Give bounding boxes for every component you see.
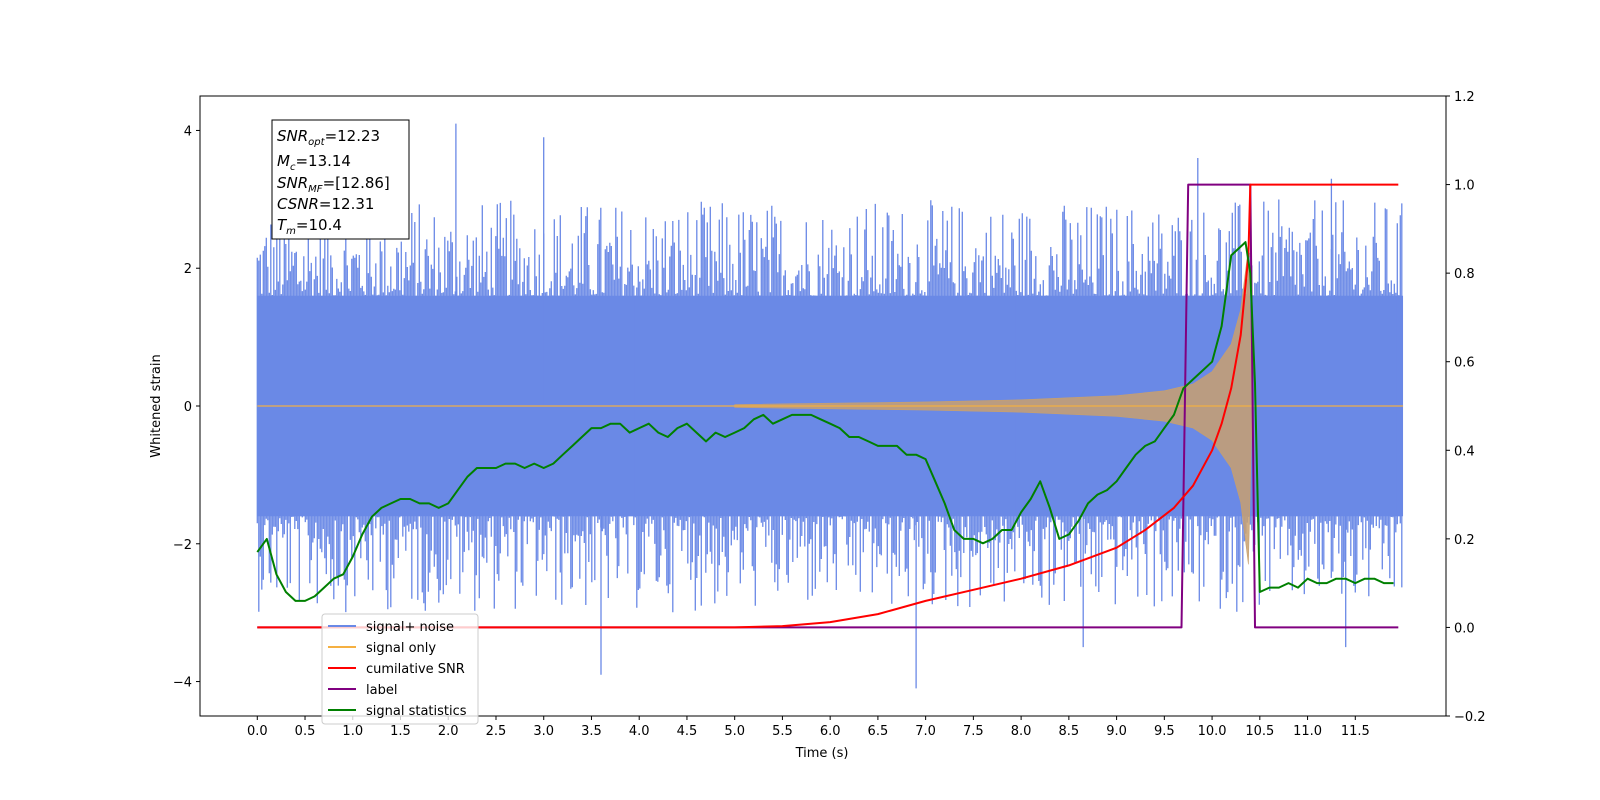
x-tick-label: 7.0: [915, 724, 936, 739]
x-tick-label: 2.5: [486, 724, 507, 739]
legend-label-signal-only: signal only: [366, 641, 436, 656]
legend-label-signal-noise: signal+ noise: [366, 620, 454, 635]
x-tick-label: 10.5: [1245, 724, 1274, 739]
legend-frame: [321, 613, 479, 725]
x-tick-label: 0.0: [247, 724, 268, 739]
x-tick-label: 11.0: [1293, 724, 1322, 739]
legend-item-signal-statistics: signal statistics: [328, 704, 467, 719]
x-tick-label: 4.0: [629, 724, 650, 739]
x-tick-label: 1.5: [390, 724, 411, 739]
x-tick-label: 2.0: [438, 724, 459, 739]
y-right-tick-label: 0.6: [1454, 356, 1475, 371]
x-tick-label: 6.5: [868, 724, 889, 739]
legend-label-label: label: [366, 683, 397, 698]
stats-box: SNRopt=12.23 Mc=13.14 SNRMF=[12.86] CSNR…: [271, 119, 410, 240]
y-right-axis-ticks: −0.2 0.0 0.2 0.4 0.6 0.8 1.0 1.2: [1446, 90, 1486, 725]
x-tick-label: 5.0: [724, 724, 745, 739]
x-tick-label: 9.0: [1106, 724, 1127, 739]
legend-item-signal-noise: signal+ noise: [328, 620, 454, 635]
y-left-axis-ticks: −4 −2 0 2 4: [173, 124, 200, 691]
x-tick-label: 11.5: [1341, 724, 1370, 739]
series-cumilative-snr: [257, 183, 1399, 629]
stat-snr-mf: SNRMF=[12.86]: [277, 174, 390, 195]
legend-item-signal-only: signal only: [328, 641, 436, 656]
x-tick-label: 7.5: [963, 724, 984, 739]
y-left-tick-label: 0: [184, 400, 192, 415]
stats-box-frame: [271, 119, 410, 240]
y-left-tick-label: −2: [173, 538, 192, 553]
x-tick-label: 5.5: [772, 724, 793, 739]
x-axis-label: Time (s): [795, 746, 849, 761]
legend-label-signal-statistics: signal statistics: [366, 704, 467, 719]
x-tick-label: 0.5: [295, 724, 316, 739]
x-tick-label: 1.0: [342, 724, 363, 739]
stat-mc: Mc=13.14: [277, 152, 351, 173]
legend-item-label: label: [328, 683, 397, 698]
y-left-tick-label: −4: [173, 676, 192, 691]
series-layer: [256, 123, 1404, 689]
y-right-tick-label: 1.2: [1454, 90, 1475, 105]
y-right-tick-label: 1.0: [1454, 179, 1475, 194]
y-right-tick-label: −0.2: [1454, 710, 1486, 725]
legend-item-cumilative-snr: cumilative SNR: [328, 662, 465, 677]
y-axis-label: Whitened strain: [149, 354, 164, 457]
x-tick-label: 9.5: [1154, 724, 1175, 739]
stat-csnr: CSNR=12.31: [277, 195, 374, 213]
stat-snr-opt: SNRopt=12.23: [277, 127, 380, 148]
x-tick-label: 3.5: [581, 724, 602, 739]
x-tick-label: 3.0: [533, 724, 554, 739]
x-tick-label: 8.0: [1011, 724, 1032, 739]
x-tick-label: 6.0: [820, 724, 841, 739]
y-right-tick-label: 0.4: [1454, 444, 1475, 459]
y-left-tick-label: 2: [184, 262, 192, 277]
x-tick-label: 10.0: [1198, 724, 1227, 739]
series-label: [257, 183, 1399, 629]
x-tick-label: 8.5: [1059, 724, 1080, 739]
legend: signal+ noise signal only cumilative SNR…: [321, 613, 479, 725]
y-right-tick-label: 0.0: [1454, 621, 1475, 636]
legend-label-cumilative-snr: cumilative SNR: [366, 662, 465, 677]
y-left-tick-label: 4: [184, 124, 192, 139]
x-axis-ticks: 0.0 0.5 1.0 1.5 2.0 2.5 3.0 3.5 4.0 4.5 5.0 5.5 6.0 6…: [247, 716, 1370, 739]
x-tick-label: 4.5: [677, 724, 698, 739]
y-right-tick-label: 0.8: [1454, 267, 1475, 282]
y-right-tick-label: 0.2: [1454, 533, 1475, 548]
series-signal-statistics: [256, 241, 1394, 602]
stat-tm: Tm=10.4: [277, 216, 342, 237]
